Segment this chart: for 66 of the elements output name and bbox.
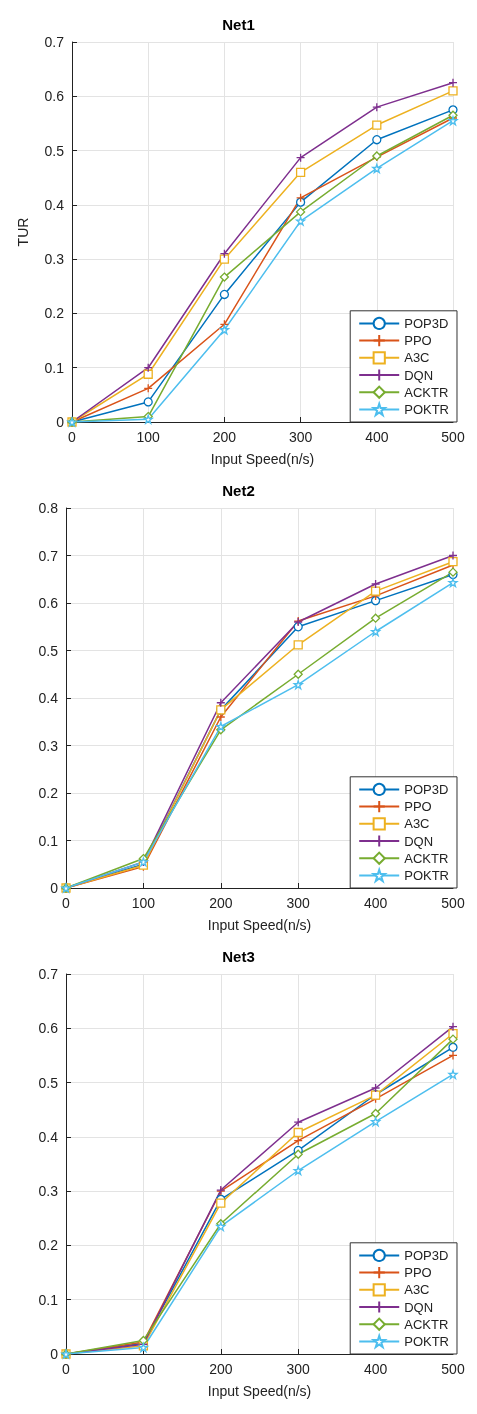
legend-label: POKTR — [404, 401, 450, 417]
x-tick-label: 100 — [131, 895, 156, 911]
x-tick-label: 500 — [441, 1361, 465, 1377]
chart-title: Net1 — [222, 16, 255, 33]
x-tick-label: 0 — [68, 429, 77, 445]
y-tick-label: 0.6 — [38, 1020, 59, 1037]
y-tick-label: 0.6 — [38, 595, 59, 611]
y-tick-label: 0.2 — [38, 1237, 59, 1254]
y-tick-label: 0.7 — [44, 34, 65, 50]
y-tick-label: 0.5 — [44, 142, 65, 159]
y-tick-label: 0.4 — [38, 1128, 59, 1145]
legend-label: DQN — [404, 1299, 434, 1315]
legend-label: ACKTR — [404, 1316, 449, 1332]
x-tick-label: 400 — [363, 1361, 388, 1377]
x-axis-title: Input Speed(n/s) — [210, 451, 315, 467]
legend-label: A3C — [404, 816, 430, 832]
x-axis-title: Input Speed(n/s) — [207, 1383, 312, 1399]
chart-title: Net3 — [222, 948, 255, 965]
legend-label: POP3D — [404, 1247, 449, 1263]
legend-label: DQN — [404, 833, 434, 849]
y-tick-label: 0.8 — [38, 500, 59, 516]
legend-label: PPO — [404, 799, 432, 815]
y-tick-label: 0.3 — [38, 1183, 59, 1200]
y-tick-label: 0.4 — [44, 196, 65, 213]
y-tick-label: 0.2 — [38, 785, 59, 801]
y-tick-label: 0.1 — [38, 832, 59, 849]
x-tick-label: 500 — [441, 429, 465, 445]
legend-label: DQN — [404, 367, 434, 383]
chart-title: Net2 — [222, 482, 255, 499]
legend-label: POKTR — [404, 1333, 450, 1349]
y-tick-label: 0 — [56, 414, 65, 430]
y-tick-label: 0 — [50, 880, 59, 896]
legend-label: PPO — [404, 1265, 432, 1281]
y-tick-label: 0.3 — [44, 251, 65, 268]
y-tick-label: 0 — [50, 1346, 59, 1362]
y-tick-label: 0.5 — [38, 1074, 59, 1091]
y-tick-label: 0.5 — [38, 642, 59, 659]
x-tick-label: 200 — [209, 895, 233, 911]
y-tick-label: 0.1 — [44, 359, 65, 376]
x-tick-label: 300 — [286, 895, 311, 911]
y-axis-title: TUR — [15, 217, 31, 247]
legend-label: A3C — [404, 1282, 430, 1298]
legend-label: ACKTR — [404, 850, 449, 866]
y-tick-label: 0.7 — [38, 547, 59, 564]
y-tick-label: 0.6 — [44, 88, 65, 105]
x-tick-label: 200 — [209, 1361, 233, 1377]
legend-label: A3C — [404, 350, 430, 366]
x-tick-label: 200 — [212, 429, 237, 445]
x-tick-label: 100 — [131, 1361, 156, 1377]
legend-label: PPO — [404, 333, 432, 349]
x-tick-label: 300 — [288, 429, 313, 445]
x-tick-label: 500 — [441, 895, 465, 911]
legend-label: POP3D — [404, 781, 449, 797]
legend-label: ACKTR — [404, 384, 449, 400]
y-tick-label: 0.2 — [44, 305, 65, 322]
y-tick-label: 0.3 — [38, 737, 59, 754]
legend-label: POP3D — [404, 315, 449, 331]
y-tick-label: 0.4 — [38, 690, 59, 706]
x-axis-title: Input Speed(n/s) — [207, 917, 312, 933]
legend-label: POKTR — [404, 867, 450, 883]
y-tick-label: 0.1 — [38, 1291, 59, 1308]
x-tick-label: 400 — [365, 429, 389, 445]
x-tick-label: 300 — [286, 1361, 311, 1377]
x-tick-label: 400 — [363, 895, 388, 911]
x-tick-label: 100 — [136, 429, 161, 445]
y-tick-label: 0.7 — [38, 966, 59, 982]
